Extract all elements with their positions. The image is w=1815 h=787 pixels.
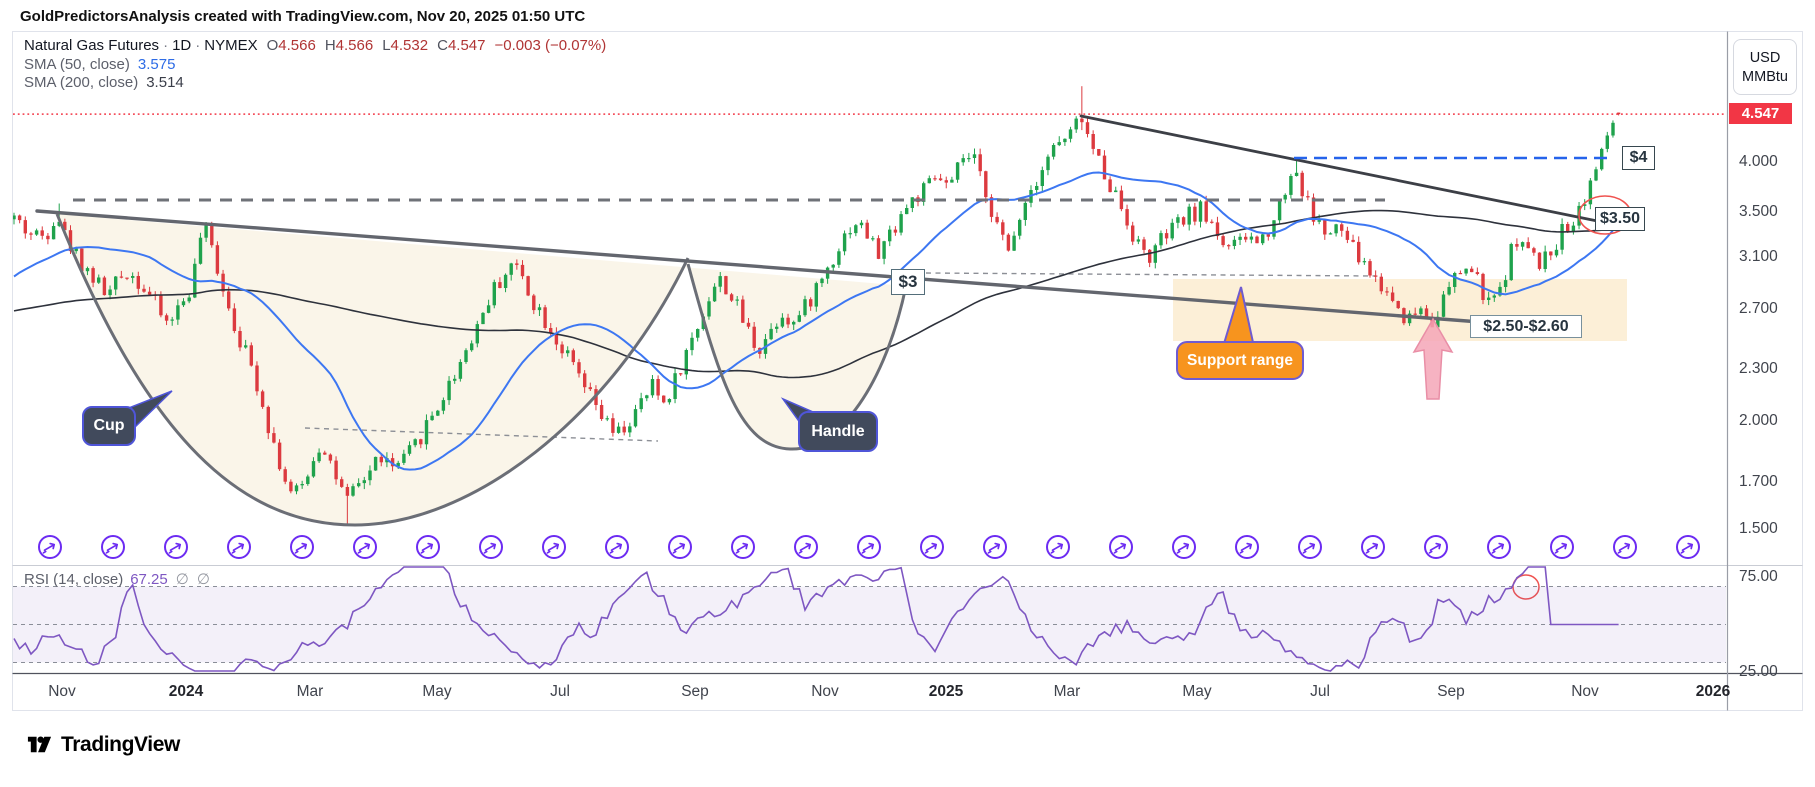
contract-rollover-icon[interactable] bbox=[542, 535, 566, 559]
contract-rollover-icon[interactable] bbox=[290, 535, 314, 559]
time-tick-label: Nov bbox=[48, 683, 76, 700]
price-tick-label: 3.500 bbox=[1739, 203, 1778, 220]
cup-and-handle-fill bbox=[57, 214, 906, 525]
contract-rollover-icon[interactable] bbox=[857, 535, 881, 559]
contract-rollover-icon[interactable] bbox=[1676, 535, 1700, 559]
tradingview-wordmark: TradingView bbox=[61, 732, 180, 756]
time-tick-label: 2025 bbox=[928, 683, 964, 700]
rsi-tick-label: 75.00 bbox=[1739, 568, 1778, 585]
price-tick-label: 4.000 bbox=[1739, 153, 1778, 171]
symbol-legend[interactable]: Natural Gas Futures · 1D · NYMEX O4.566 H4.566… bbox=[24, 37, 606, 93]
contract-rollover-icon[interactable] bbox=[1298, 535, 1322, 559]
price-tick-label: 2.000 bbox=[1739, 412, 1778, 430]
rsi-value: 67.25 bbox=[130, 571, 168, 588]
time-tick-label: Sep bbox=[681, 683, 709, 700]
contract-rollover-icon[interactable] bbox=[1235, 535, 1259, 559]
sma-200-line bbox=[13, 209, 1619, 379]
exchange: NYMEX bbox=[204, 37, 258, 54]
time-tick-label: 2024 bbox=[168, 683, 204, 700]
descending-trendline[interactable] bbox=[1079, 114, 1614, 226]
contract-rollover-icon[interactable] bbox=[1550, 535, 1574, 559]
contract-rollover-icon[interactable] bbox=[1046, 535, 1070, 559]
level-3-label[interactable]: $3 bbox=[891, 269, 925, 295]
contract-rollover-icon[interactable] bbox=[164, 535, 188, 559]
price-tick-label: 2.700 bbox=[1739, 300, 1778, 318]
time-tick-label: Mar bbox=[296, 683, 324, 700]
contract-rollover-icon[interactable] bbox=[479, 535, 503, 559]
rsi-tick-label: 25.00 bbox=[1739, 663, 1778, 680]
sma50-value: 3.575 bbox=[137, 55, 176, 73]
tradingview-mark-icon bbox=[27, 736, 52, 753]
rsi-legend[interactable]: RSI (14, close) 67.25 ∅ ∅ bbox=[24, 571, 210, 588]
time-tick-label: 2026 bbox=[1695, 683, 1731, 700]
high-value: 4.566 bbox=[335, 37, 374, 54]
time-tick-label: Nov bbox=[811, 683, 839, 700]
cup-arc[interactable] bbox=[55, 213, 690, 527]
contract-rollover-icon[interactable] bbox=[920, 535, 944, 559]
contract-rollover-icon[interactable] bbox=[1487, 535, 1511, 559]
level-4-label[interactable]: $4 bbox=[1622, 146, 1655, 170]
price-unit-box: USD MMBtu bbox=[1733, 39, 1797, 95]
contract-rollover-icon[interactable] bbox=[668, 535, 692, 559]
time-tick-label: Jul bbox=[1310, 683, 1330, 700]
time-tick-label: Jul bbox=[550, 683, 570, 700]
tradingview-logo[interactable]: TradingView bbox=[26, 731, 180, 758]
contract-rollover-icon[interactable] bbox=[101, 535, 125, 559]
contract-rollover-icon[interactable] bbox=[416, 535, 440, 559]
timeframe[interactable]: 1D bbox=[172, 37, 192, 54]
symbol-row: Natural Gas Futures · 1D · NYMEX O4.566 H4.566… bbox=[24, 37, 607, 54]
widget-border bbox=[12, 31, 1803, 711]
cup-label[interactable]: Cup bbox=[82, 406, 136, 446]
contract-rollover-icon[interactable] bbox=[983, 535, 1007, 559]
low-value: 4.532 bbox=[390, 37, 429, 54]
neckline-extension-dashed-line bbox=[925, 272, 1376, 277]
price-tick-label: 3.100 bbox=[1739, 248, 1778, 266]
last-price-tag[interactable]: 4.547 bbox=[1729, 103, 1792, 124]
open-value: 4.566 bbox=[278, 37, 316, 54]
close-value: 4.547 bbox=[447, 37, 486, 54]
cup-lows-dashed-line bbox=[304, 427, 659, 442]
contract-rollover-icon[interactable] bbox=[1613, 535, 1637, 559]
time-tick-label: Sep bbox=[1437, 683, 1465, 700]
contract-rollover-icon[interactable] bbox=[605, 535, 629, 559]
support-zone-label[interactable]: $2.50-$2.60 bbox=[1470, 315, 1582, 338]
contract-rollover-icon[interactable] bbox=[731, 535, 755, 559]
contract-rollover-icon[interactable] bbox=[794, 535, 818, 559]
price-tick-label: 1.700 bbox=[1739, 473, 1778, 491]
support-range-label[interactable]: Support range bbox=[1176, 341, 1304, 380]
contract-rollover-icon[interactable] bbox=[227, 535, 251, 559]
handle-arc[interactable] bbox=[686, 263, 908, 451]
time-tick-label: May bbox=[1182, 683, 1212, 700]
handle-label[interactable]: Handle bbox=[798, 411, 878, 452]
rsi-line bbox=[13, 566, 1619, 672]
level-350-label[interactable]: $3.50 bbox=[1595, 207, 1645, 231]
sma-50-line bbox=[13, 171, 1620, 471]
symbol-name: Natural Gas Futures bbox=[24, 37, 160, 54]
change-value: −0.003 (−0.07%) bbox=[494, 37, 607, 54]
price-tick-label: 2.300 bbox=[1739, 360, 1778, 378]
time-tick-label: Nov bbox=[1571, 683, 1599, 700]
contract-rollover-icon[interactable] bbox=[38, 535, 62, 559]
sma50-legend[interactable]: SMA (50, close) 3.575 bbox=[24, 55, 176, 73]
sma200-legend[interactable]: SMA (200, close) 3.514 bbox=[24, 74, 184, 91]
contract-rollover-icon[interactable] bbox=[1361, 535, 1385, 559]
page-title: GoldPredictorsAnalysis created with Trad… bbox=[20, 8, 586, 25]
candlestick-series bbox=[13, 86, 1621, 524]
contract-rollover-icon[interactable] bbox=[1424, 535, 1448, 559]
sma200-value: 3.514 bbox=[146, 74, 184, 91]
time-tick-label: Mar bbox=[1053, 683, 1081, 700]
support-up-arrow-icon bbox=[1412, 317, 1454, 400]
contract-rollover-icon[interactable] bbox=[1109, 535, 1133, 559]
time-tick-label: May bbox=[422, 683, 452, 700]
price-tick-label: 1.500 bbox=[1739, 519, 1778, 537]
event-markers-row bbox=[38, 535, 1700, 559]
contract-rollover-icon[interactable] bbox=[353, 535, 377, 559]
contract-rollover-icon[interactable] bbox=[1172, 535, 1196, 559]
